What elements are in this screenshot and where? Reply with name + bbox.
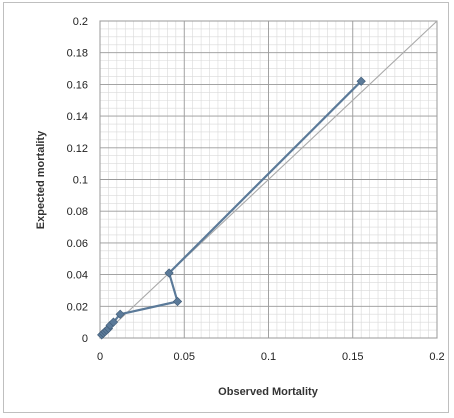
data-point-marker — [164, 268, 174, 278]
y-tick-label: 0.14 — [67, 111, 88, 123]
y-tick-label: 0.02 — [67, 301, 88, 313]
y-tick-label: 0.06 — [67, 238, 88, 250]
y-tick-labels: 0 0.02 0.04 0.06 0.08 0.1 0.12 0.14 0.16 0.18 0.2 — [67, 16, 88, 345]
x-tick-label: 0 — [97, 351, 103, 363]
y-tick-label: 0.04 — [67, 270, 88, 282]
grid-major — [99, 20, 438, 339]
data-point-marker — [115, 309, 125, 319]
y-tick-label: 0 — [82, 333, 88, 345]
x-tick-label: 0.05 — [174, 351, 195, 363]
x-tick-labels: 0 0.05 0.1 0.15 0.2 — [97, 351, 445, 363]
diagonal-reference-line — [99, 20, 438, 339]
y-tick-label: 0.1 — [73, 175, 88, 187]
y-tick-label: 0.16 — [67, 79, 88, 91]
x-tick-label: 0.2 — [429, 351, 444, 363]
reference-line — [99, 20, 438, 339]
y-tick-label: 0.12 — [67, 143, 88, 155]
y-tick-label: 0.08 — [67, 206, 88, 218]
x-tick-label: 0.1 — [261, 351, 276, 363]
data-point-marker — [172, 296, 183, 307]
x-tick-label: 0.15 — [342, 351, 363, 363]
y-tick-label: 0.18 — [67, 48, 88, 60]
data-point-marker — [108, 317, 119, 327]
x-axis-title: Observed Mortality — [218, 386, 319, 398]
y-axis-title: Expected mortality — [35, 130, 47, 229]
y-tick-label: 0.2 — [73, 16, 88, 28]
data-point-marker — [356, 76, 366, 86]
series-markers — [97, 76, 366, 340]
